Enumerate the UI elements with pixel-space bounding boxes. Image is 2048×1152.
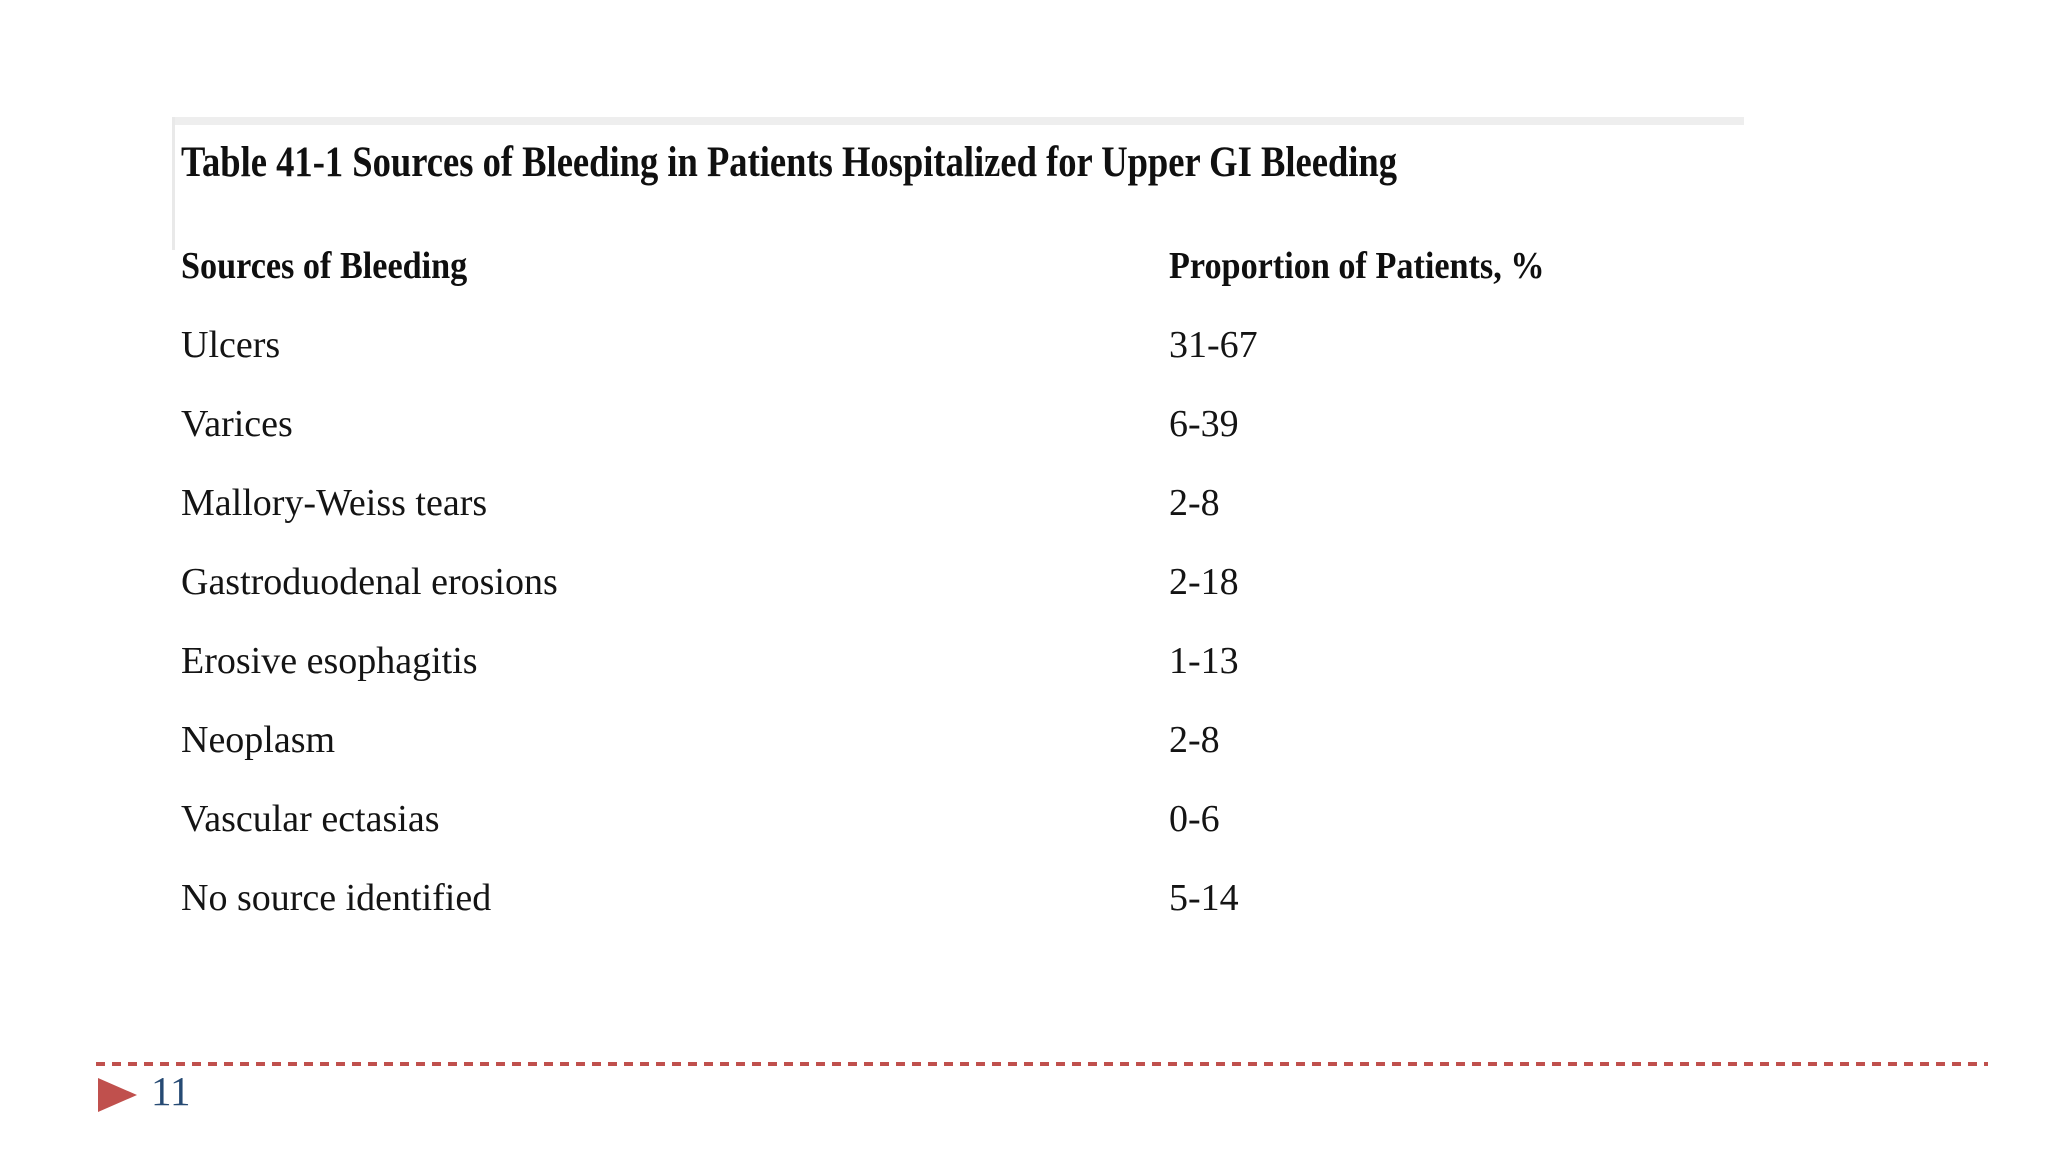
source-cell: Vascular ectasias: [181, 797, 440, 840]
proportion-cell: 1-13: [1169, 639, 1239, 682]
source-cell: Ulcers: [181, 323, 281, 366]
source-cell: Neoplasm: [181, 718, 336, 761]
source-cell: Gastroduodenal erosions: [181, 560, 558, 603]
proportion-cell: 6-39: [1169, 402, 1239, 445]
proportion-cell: 31-67: [1169, 323, 1258, 366]
source-cell: No source identified: [181, 876, 492, 919]
page-number: 11: [151, 1068, 191, 1114]
proportion-cell: 5-14: [1169, 876, 1239, 919]
table-title: Table 41-1 Sources of Bleeding in Patien…: [181, 139, 1398, 186]
source-cell: Mallory-Weiss tears: [181, 481, 488, 524]
proportion-cell: 2-8: [1169, 481, 1220, 524]
data-table: Sources of Bleeding Proportion of Patien…: [181, 226, 1586, 937]
page-number-arrow-icon: [98, 1078, 137, 1112]
source-cell: Varices: [181, 402, 293, 445]
proportion-cell: 2-18: [1169, 560, 1239, 603]
source-cell: Erosive esophagitis: [181, 639, 478, 682]
column-header-proportion: Proportion of Patients, %: [1169, 244, 1545, 287]
column-header-sources: Sources of Bleeding: [181, 244, 468, 287]
figure-top-border: [172, 117, 1744, 125]
proportion-cell: 2-8: [1169, 718, 1220, 761]
footer-divider-dashed-line: [96, 1062, 1988, 1066]
proportion-cell: 0-6: [1169, 797, 1220, 840]
figure-left-border: [172, 117, 175, 250]
